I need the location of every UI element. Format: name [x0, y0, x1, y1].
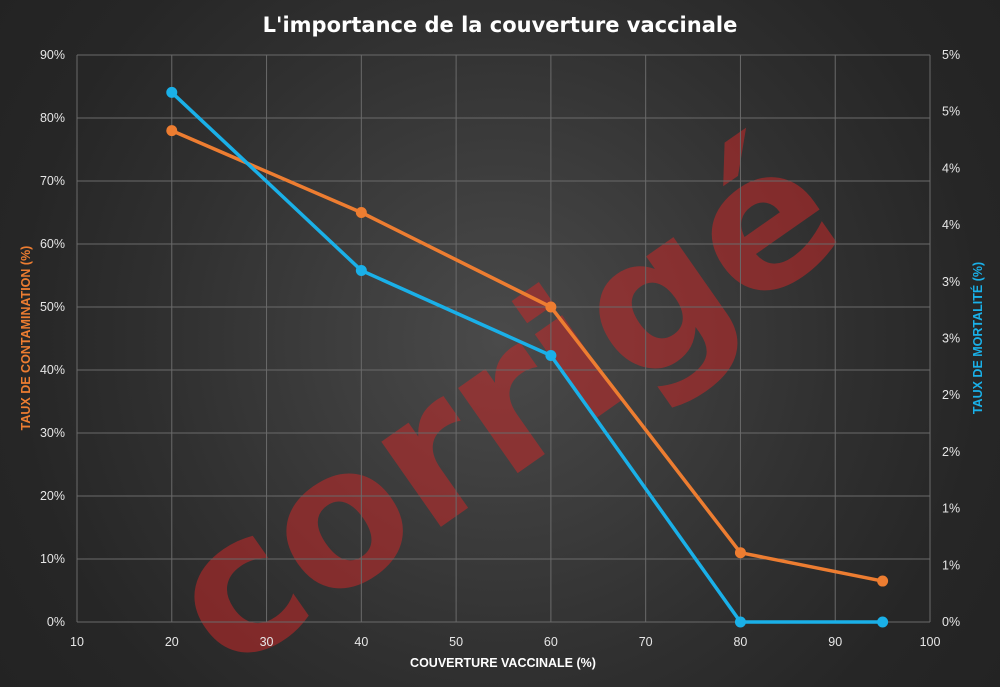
data-point-contamination: [355, 207, 367, 218]
y-right-tick-label: 2%: [942, 388, 960, 402]
y-left-tick-label: 60%: [40, 237, 65, 251]
x-tick-label: 40: [354, 635, 368, 649]
y-left-tick-label: 40%: [40, 363, 65, 377]
watermark-text: corrigé: [128, 95, 878, 687]
x-tick-label: 30: [260, 635, 274, 649]
y-right-tick-label: 4%: [942, 161, 960, 175]
y-left-tick-label: 70%: [40, 174, 65, 188]
y-left-tick-label: 80%: [40, 111, 65, 125]
data-point-mortality: [877, 616, 889, 628]
y-right-tick-label: 1%: [942, 558, 960, 572]
x-tick-label: 70: [639, 635, 653, 649]
x-tick-label: 100: [920, 635, 941, 649]
data-point-mortality: [355, 264, 367, 276]
data-point-mortality: [734, 616, 746, 628]
y-right-tick-label: 0%: [942, 615, 960, 629]
x-axis-title: COUVERTURE VACCINALE (%): [410, 656, 596, 670]
gridlines: [76, 54, 931, 623]
y-right-tick-label: 1%: [942, 502, 960, 516]
x-tick-label: 90: [828, 635, 842, 649]
y-left-tick-label: 90%: [40, 48, 65, 62]
y-right-tick-label: 5%: [942, 48, 960, 62]
y-right-tick-label: 3%: [942, 275, 960, 289]
data-point-mortality: [545, 350, 557, 362]
data-point-contamination: [545, 301, 557, 313]
y-right-tick-label: 5%: [942, 105, 960, 119]
x-tick-label: 60: [544, 635, 558, 649]
y-right-tick-label: 3%: [942, 332, 960, 346]
x-tick-label: 50: [449, 635, 463, 649]
x-tick-label: 80: [733, 635, 747, 649]
data-point-mortality: [166, 86, 178, 98]
x-tick-label: 10: [70, 635, 84, 649]
y-left-tick-label: 20%: [40, 489, 65, 503]
left-axis-title: TAUX DE CONTAMINATION (%): [19, 246, 33, 431]
y-left-tick-label: 30%: [40, 426, 65, 440]
x-tick-label: 20: [165, 635, 179, 649]
series-layer: [166, 86, 889, 628]
data-point-contamination: [166, 125, 178, 137]
data-point-contamination: [877, 575, 889, 587]
y-left-tick-label: 10%: [40, 552, 65, 566]
right-axis-title: TAUX DE MORTALITÉ (%): [970, 262, 985, 414]
tick-labels: 0% 10% 20% 30% 40% 50% 60% 70% 80% 90% 10 20 30 40 50 6…: [40, 48, 960, 649]
y-right-tick-label: 4%: [942, 218, 960, 232]
data-point-contamination: [734, 547, 746, 559]
chart-title: L'importance de la couverture vaccinale: [263, 13, 738, 37]
y-right-tick-label: 2%: [942, 445, 960, 459]
y-left-tick-label: 0%: [47, 615, 65, 629]
y-left-tick-label: 50%: [40, 300, 65, 314]
